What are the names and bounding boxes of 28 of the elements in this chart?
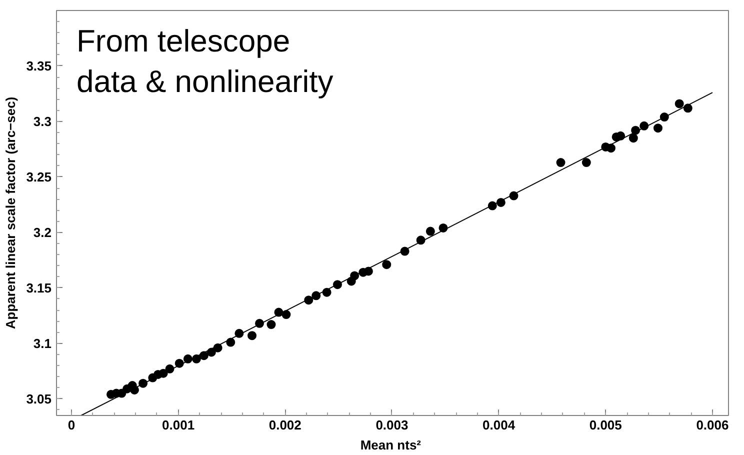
- point: [616, 131, 626, 140]
- point: [653, 124, 662, 133]
- x-tick-label: 0.005: [589, 418, 622, 432]
- x-tick-label: 0: [68, 418, 76, 432]
- point: [382, 260, 392, 270]
- point: [628, 134, 638, 143]
- y-tick-label: 3.35: [26, 58, 52, 74]
- y-axis-title: Apparent linear scale factor (arc−sec): [3, 96, 18, 330]
- y-tick-label: 3.05: [26, 391, 52, 406]
- y-tick-label: 3.15: [26, 280, 52, 296]
- point: [674, 99, 684, 108]
- point: [582, 158, 591, 168]
- point: [266, 320, 276, 330]
- x-axis-title: Mean nts²: [360, 438, 422, 452]
- x-tick-label: 0.004: [482, 418, 516, 432]
- point: [426, 226, 435, 236]
- x-tick-label: 0.006: [696, 418, 729, 432]
- x-tick-label: 0.001: [162, 418, 195, 432]
- point: [282, 310, 291, 320]
- point: [556, 158, 566, 168]
- y-tick-label: 3.3: [33, 114, 52, 129]
- x-tick-label: 0.003: [376, 418, 408, 432]
- y-tick-label: 3.1: [33, 336, 52, 351]
- point: [248, 331, 257, 340]
- y-tick-label: 3.2: [33, 224, 52, 240]
- x-tick-label: 0.002: [268, 418, 302, 432]
- y-tick-label: 3.25: [26, 169, 52, 184]
- annotation: From telescope data & nonlinearity: [76, 24, 334, 99]
